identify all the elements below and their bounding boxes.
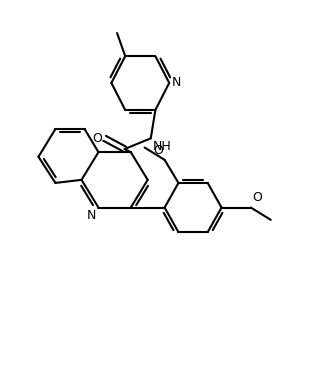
Text: N: N [172, 76, 181, 89]
Text: O: O [252, 192, 262, 205]
Text: NH: NH [152, 140, 171, 153]
Text: O: O [153, 144, 163, 157]
Text: O: O [92, 132, 102, 145]
Text: N: N [87, 209, 96, 222]
